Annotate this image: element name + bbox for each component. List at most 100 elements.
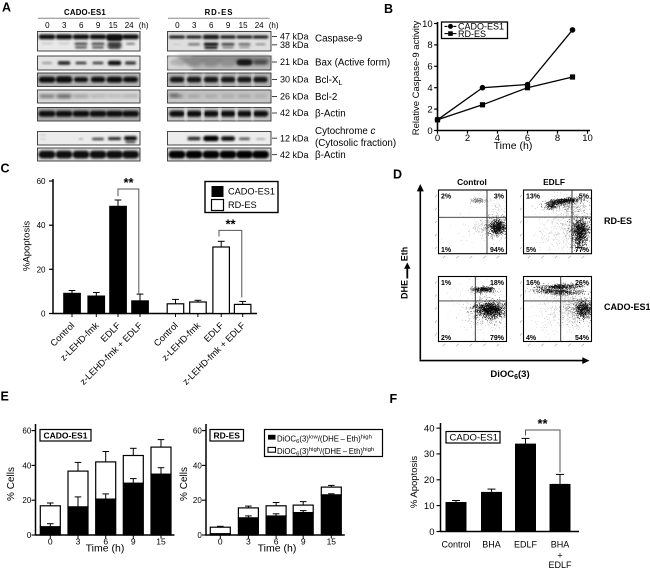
- svg-text:Time (h): Time (h): [258, 543, 297, 555]
- svg-text:0: 0: [218, 536, 223, 546]
- svg-text:40: 40: [424, 423, 435, 434]
- svg-text:Relative Caspase-9 activity: Relative Caspase-9 activity: [411, 20, 422, 135]
- svg-text:EDLF: EDLF: [514, 540, 538, 550]
- svg-text:2: 2: [465, 133, 470, 144]
- svg-text:9: 9: [131, 536, 136, 546]
- svg-text:Eth: Eth: [400, 247, 410, 262]
- svg-text:6: 6: [274, 536, 279, 546]
- svg-text:RD-ES: RD-ES: [458, 29, 486, 39]
- svg-text:15: 15: [327, 536, 337, 546]
- svg-text:**: **: [225, 217, 236, 232]
- svg-text:42 kDa: 42 kDa: [280, 150, 309, 160]
- svg-text:2%: 2%: [441, 193, 452, 200]
- svg-text:30: 30: [424, 449, 435, 460]
- svg-text:Bax (Active form): Bax (Active form): [315, 58, 390, 69]
- svg-text:10: 10: [424, 501, 435, 512]
- svg-text:9: 9: [226, 21, 231, 30]
- svg-text:3%: 3%: [494, 193, 505, 200]
- svg-text:5%: 5%: [579, 193, 590, 200]
- svg-text:Caspase-9: Caspase-9: [315, 34, 362, 45]
- svg-text:10: 10: [582, 133, 593, 144]
- svg-text:% Cells: % Cells: [179, 467, 190, 501]
- svg-text:CADO-ES1: CADO-ES1: [44, 431, 88, 441]
- svg-text:94%: 94%: [490, 247, 505, 254]
- svg-text:54%: 54%: [575, 335, 590, 342]
- svg-text:3: 3: [192, 21, 197, 30]
- svg-text:DiOC6(3)high/(DHE – Eth)high: DiOC6(3)high/(DHE – Eth)high: [277, 447, 374, 458]
- svg-text:0: 0: [175, 21, 180, 30]
- svg-text:RD-ES: RD-ES: [214, 431, 241, 441]
- svg-text:CADO-ES1: CADO-ES1: [228, 187, 275, 197]
- svg-text:CADO-ES1: CADO-ES1: [64, 8, 106, 17]
- svg-text:79%: 79%: [490, 335, 505, 342]
- svg-text:15: 15: [109, 21, 118, 30]
- svg-text:(h): (h): [139, 21, 149, 30]
- svg-text:3: 3: [62, 21, 67, 30]
- svg-text:15: 15: [239, 21, 248, 30]
- svg-text:8: 8: [427, 40, 432, 51]
- svg-text:4: 4: [495, 133, 500, 144]
- svg-text:C: C: [1, 162, 10, 176]
- svg-text:% Cells: % Cells: [6, 467, 17, 501]
- svg-text:24: 24: [125, 21, 134, 30]
- svg-text:Control: Control: [441, 540, 470, 550]
- svg-text:BHA: BHA: [551, 540, 570, 550]
- svg-text:20: 20: [193, 496, 202, 505]
- svg-text:0: 0: [41, 310, 46, 319]
- svg-text:RD-ES: RD-ES: [205, 8, 234, 17]
- svg-text:2: 2: [427, 104, 432, 115]
- svg-text:EDLF: EDLF: [548, 560, 572, 569]
- svg-text:2%: 2%: [441, 335, 452, 342]
- svg-text:30 kDa: 30 kDa: [280, 75, 309, 85]
- svg-text:DiOC6(3)low/(DHE – Eth)high: DiOC6(3)low/(DHE – Eth)high: [277, 434, 372, 445]
- svg-text:E: E: [1, 390, 9, 404]
- svg-text:1%: 1%: [441, 247, 452, 254]
- svg-text:9: 9: [96, 21, 101, 30]
- svg-text:Cytochrome c: Cytochrome c: [315, 126, 376, 137]
- svg-text:38 kDa: 38 kDa: [280, 40, 309, 50]
- svg-text:24: 24: [255, 21, 264, 30]
- svg-text:RD-ES: RD-ES: [228, 200, 257, 210]
- svg-text:6: 6: [209, 21, 214, 30]
- svg-text:6: 6: [103, 536, 108, 546]
- svg-text:Time (h): Time (h): [86, 543, 125, 555]
- svg-text:0: 0: [27, 531, 32, 540]
- svg-text:21 kDa: 21 kDa: [280, 57, 309, 67]
- svg-text:CADO-ES1: CADO-ES1: [604, 302, 650, 312]
- svg-text:Time (h): Time (h): [494, 140, 533, 152]
- svg-text:60: 60: [22, 427, 31, 436]
- svg-text:Bcl-XL: Bcl-XL: [315, 75, 343, 87]
- svg-text:20: 20: [424, 475, 435, 486]
- svg-text:F: F: [390, 392, 398, 406]
- svg-text:4%: 4%: [526, 335, 537, 342]
- svg-text:40: 40: [22, 461, 31, 470]
- svg-text:0: 0: [429, 527, 434, 538]
- svg-text:0: 0: [45, 21, 50, 30]
- svg-text:A: A: [2, 1, 11, 15]
- svg-text:13%: 13%: [526, 193, 541, 200]
- svg-text:DiOC6(3): DiOC6(3): [490, 369, 529, 381]
- svg-text:18%: 18%: [490, 280, 505, 287]
- svg-text:47 kDa: 47 kDa: [280, 32, 309, 42]
- svg-text:3: 3: [76, 536, 81, 546]
- svg-text:1%: 1%: [441, 280, 452, 287]
- svg-text:EDLF: EDLF: [543, 177, 565, 187]
- svg-text:Bcl-2: Bcl-2: [315, 92, 337, 103]
- svg-text:20: 20: [22, 496, 31, 505]
- svg-text:β-Actin: β-Actin: [315, 150, 346, 161]
- svg-text:12 kDa: 12 kDa: [280, 133, 309, 143]
- svg-text:0: 0: [427, 126, 432, 137]
- svg-text:6: 6: [79, 21, 84, 30]
- svg-text:40: 40: [37, 221, 46, 230]
- svg-text:β-Actin: β-Actin: [315, 109, 346, 120]
- svg-text:40: 40: [193, 461, 202, 470]
- svg-text:**: **: [123, 175, 134, 190]
- svg-text:60: 60: [193, 427, 202, 436]
- svg-text:26%: 26%: [575, 280, 590, 287]
- svg-text:5%: 5%: [526, 247, 537, 254]
- svg-text:**: **: [537, 416, 548, 431]
- svg-text:10: 10: [422, 19, 433, 30]
- svg-text:(Cytosolic fraction): (Cytosolic fraction): [315, 138, 396, 149]
- svg-text:26 kDa: 26 kDa: [280, 92, 309, 102]
- svg-text:42 kDa: 42 kDa: [280, 108, 309, 118]
